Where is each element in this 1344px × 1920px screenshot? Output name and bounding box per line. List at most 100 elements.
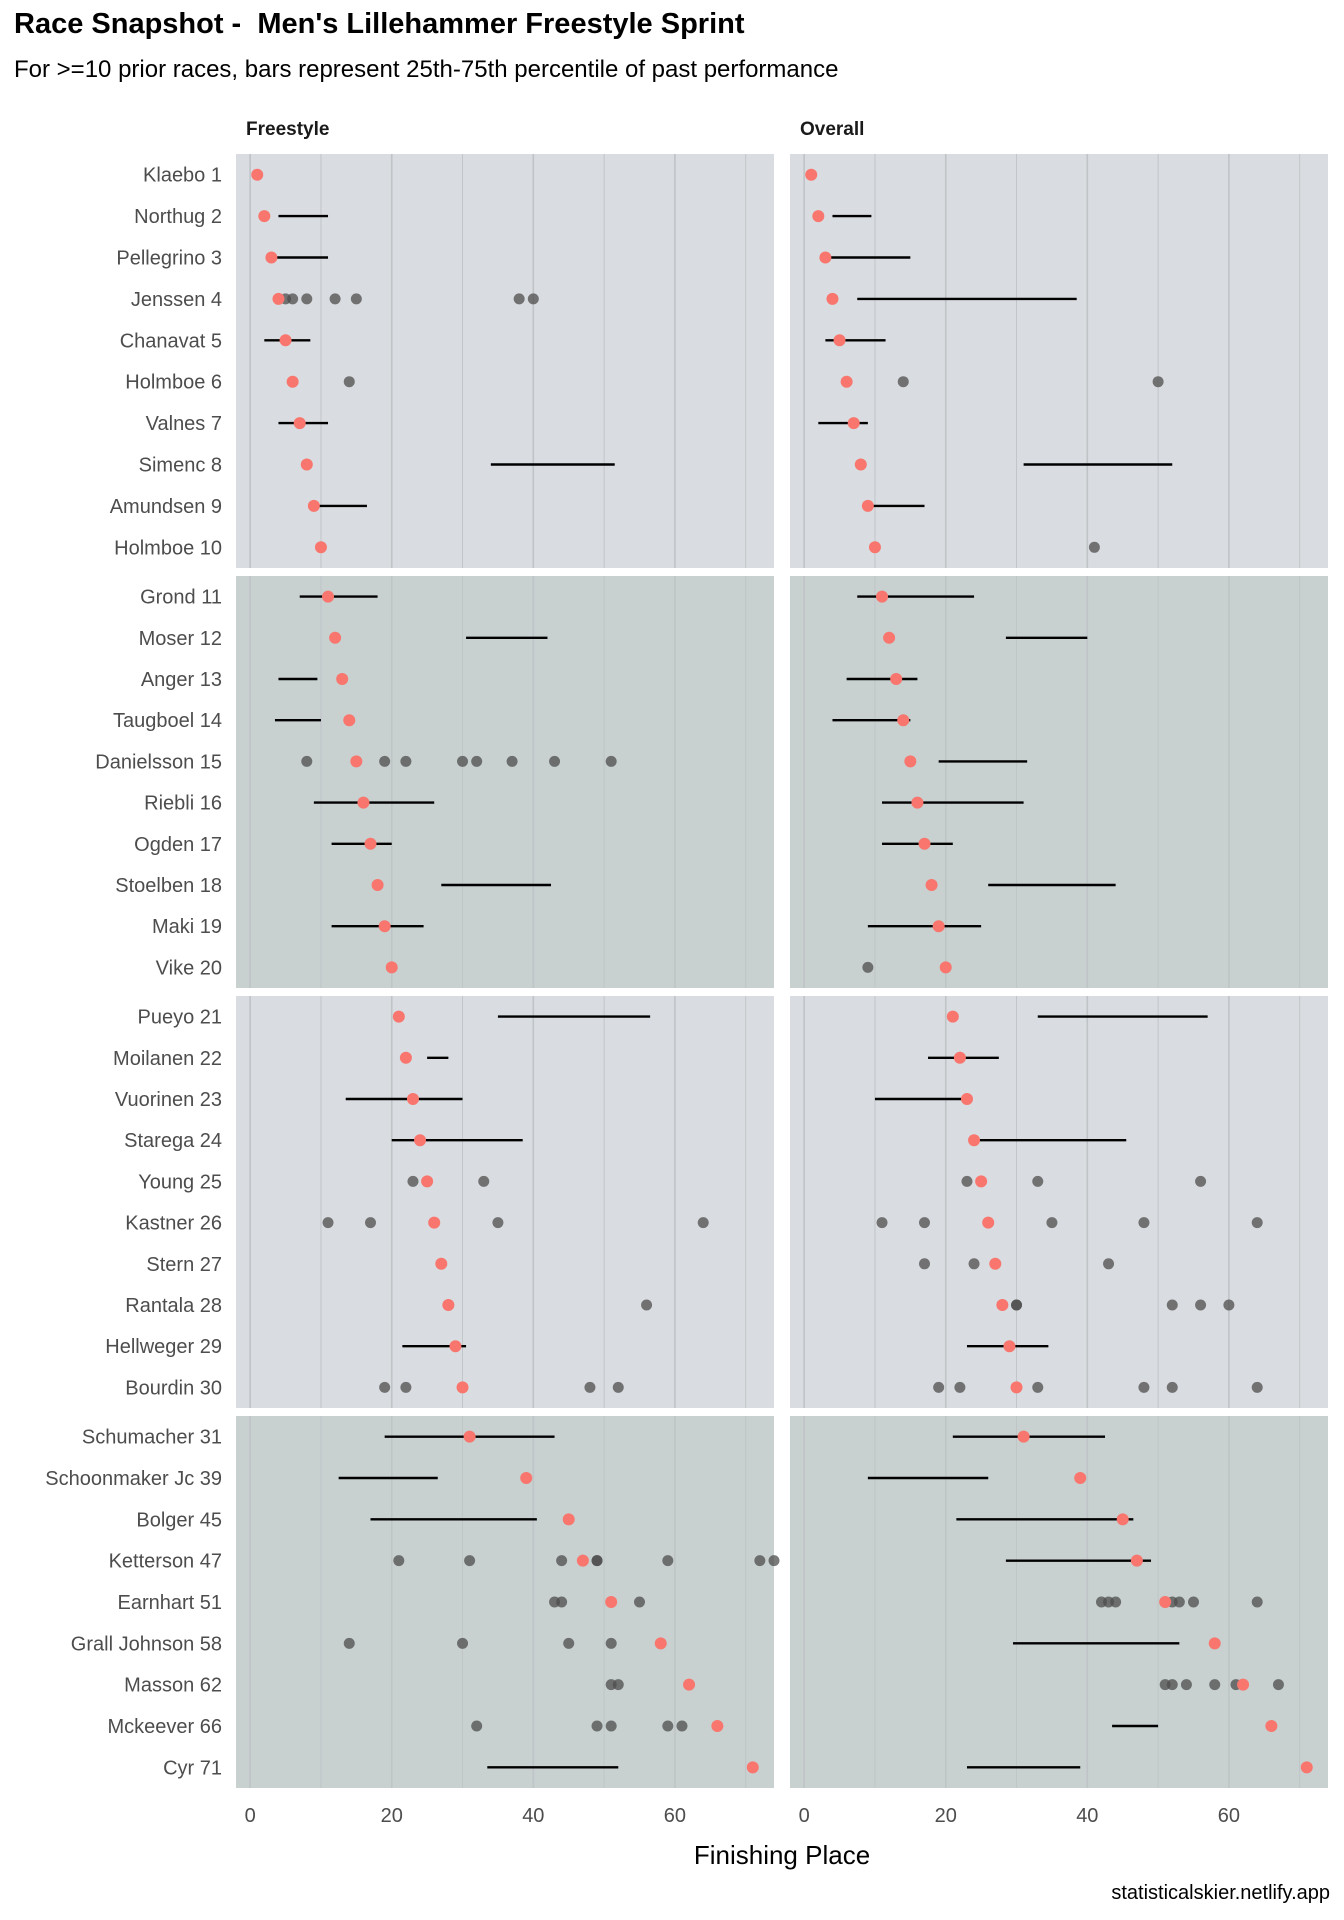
past-result-point	[612, 1679, 624, 1691]
x-tick-label: 60	[664, 1805, 686, 1827]
panel-band-freestyle-3	[236, 996, 774, 1408]
past-result-point	[933, 1381, 945, 1393]
panel-label-freestyle: Freestyle	[246, 119, 329, 140]
past-result-point	[676, 1720, 688, 1732]
past-result-point	[1173, 1596, 1185, 1608]
past-result-point	[400, 1381, 412, 1393]
past-result-point	[563, 1637, 575, 1649]
past-result-point	[471, 755, 483, 767]
chart-subtitle: For >=10 prior races, bars represent 25t…	[14, 56, 839, 83]
skier-label: Stoelben 18	[115, 875, 222, 897]
x-tick-label: 60	[1218, 1805, 1240, 1827]
past-result-point	[457, 755, 469, 767]
current-result-point	[683, 1678, 696, 1691]
past-result-point	[343, 376, 355, 388]
past-result-point	[1223, 1299, 1235, 1311]
past-result-point	[464, 1555, 476, 1567]
skier-label: Northug 2	[134, 206, 222, 228]
past-result-point	[754, 1555, 766, 1567]
past-result-point	[862, 961, 874, 973]
current-result-point	[890, 673, 903, 685]
past-result-point	[329, 293, 341, 305]
current-result-point	[746, 1761, 759, 1774]
skier-label: Bourdin 30	[125, 1377, 222, 1399]
past-result-point	[662, 1555, 674, 1567]
skier-label: Pueyo 21	[137, 1007, 222, 1029]
past-result-point	[612, 1381, 624, 1393]
skier-label: Schumacher 31	[82, 1427, 222, 1449]
past-result-point	[1103, 1258, 1115, 1270]
past-result-point	[954, 1381, 966, 1393]
current-result-point	[1074, 1472, 1087, 1484]
current-result-point	[861, 499, 874, 512]
current-result-point	[932, 920, 945, 933]
x-tick-label: 20	[381, 1805, 403, 1827]
x-tick-label: 40	[1076, 1805, 1098, 1827]
panel-backgrounds	[236, 154, 1328, 1788]
current-result-point	[960, 1093, 973, 1105]
past-result-point	[662, 1720, 674, 1732]
gridlines	[249, 154, 1301, 1788]
chart-title: Race Snapshot - Men's Lillehammer Freest…	[14, 8, 745, 40]
past-result-point	[506, 755, 518, 767]
past-result-point	[1180, 1679, 1192, 1691]
skier-label: Bolger 45	[136, 1509, 222, 1531]
current-result-point	[307, 499, 320, 512]
current-result-point	[989, 1257, 1002, 1270]
skier-label: Valnes 7	[146, 413, 222, 435]
current-result-point	[576, 1554, 589, 1567]
past-result-point	[478, 1175, 490, 1187]
credit-text: statisticalskier.netlify.app	[1111, 1882, 1330, 1904]
past-result-point	[1166, 1679, 1178, 1691]
past-result-point	[1011, 1299, 1023, 1311]
panel-band-overall-1	[790, 154, 1328, 568]
skier-label: Ketterson 47	[109, 1551, 222, 1573]
past-result-point	[549, 755, 561, 767]
past-result-point	[919, 1258, 930, 1270]
past-result-point	[605, 1720, 617, 1732]
past-result-point	[876, 1217, 888, 1229]
past-result-point	[527, 293, 539, 305]
x-tick-label: 40	[522, 1805, 544, 1827]
current-result-point	[876, 590, 889, 603]
current-result-points	[251, 168, 1313, 1774]
past-result-point	[400, 755, 412, 767]
current-result-point	[279, 334, 292, 347]
skier-label: Schoonmaker Jc 39	[45, 1468, 222, 1490]
panel-band-overall-3	[790, 996, 1328, 1408]
skier-label: Grond 11	[140, 587, 222, 609]
current-result-point	[826, 292, 839, 305]
skier-label: Stern 27	[146, 1254, 222, 1276]
current-result-point	[350, 755, 363, 768]
current-result-point	[975, 1175, 988, 1188]
past-result-point	[768, 1555, 780, 1567]
current-result-point	[293, 417, 306, 430]
past-result-point	[1209, 1679, 1221, 1691]
current-result-point	[562, 1513, 575, 1526]
past-result-point	[697, 1217, 709, 1229]
past-result-point	[322, 1217, 334, 1229]
current-result-point	[925, 879, 938, 891]
past-result-points	[280, 293, 1284, 1732]
current-result-point	[939, 961, 952, 974]
past-result-point	[287, 293, 299, 305]
panel-band-freestyle-4	[236, 1416, 774, 1788]
skier-label: Mckeever 66	[108, 1716, 223, 1738]
current-result-point	[1116, 1513, 1129, 1526]
past-result-point	[457, 1637, 469, 1649]
current-result-point	[399, 1051, 412, 1064]
current-result-point	[435, 1257, 448, 1270]
skier-label: Anger 13	[141, 669, 222, 691]
panel-band-freestyle-2	[236, 576, 774, 988]
current-result-point	[654, 1637, 667, 1650]
skier-label: Jenssen 4	[131, 289, 222, 311]
current-result-point	[421, 1175, 434, 1188]
current-result-point	[322, 590, 335, 603]
current-result-point	[812, 210, 825, 223]
skier-label: Cyr 71	[163, 1757, 222, 1779]
skier-label: Starega 24	[124, 1130, 222, 1152]
skier-label: Ogden 17	[134, 834, 222, 856]
skier-label: Earnhart 51	[117, 1592, 222, 1614]
skier-label: Taugboel 14	[113, 710, 222, 732]
current-result-point	[953, 1051, 966, 1064]
